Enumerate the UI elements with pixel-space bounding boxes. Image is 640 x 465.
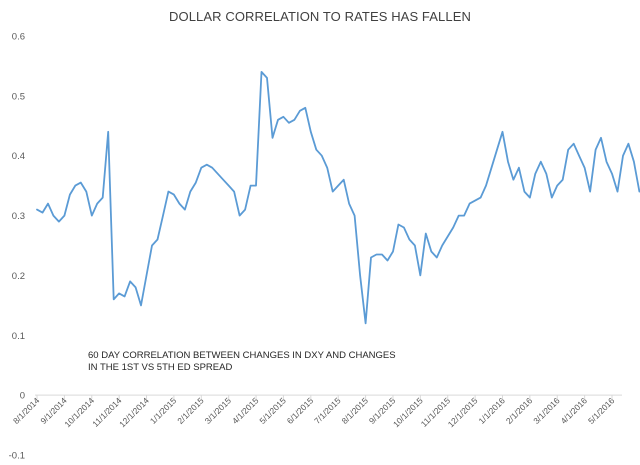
x-tick-label: 6/1/2015 [285, 395, 316, 426]
annotation-line-2: IN THE 1ST VS 5TH ED SPREAD [88, 362, 232, 373]
x-tick-label: 7/1/2015 [312, 395, 343, 426]
x-axis: 8/1/20149/1/201410/1/201411/1/201412/1/2… [11, 394, 622, 429]
chart-title: DOLLAR CORRELATION TO RATES HAS FALLEN [169, 9, 471, 24]
x-tick-label: 2/1/2016 [504, 395, 535, 426]
x-tick-label: 8/1/2015 [340, 395, 371, 426]
x-tick-label: 8/1/2014 [11, 395, 42, 426]
y-tick-label: 0.3 [12, 211, 25, 222]
x-tick-label: 12/1/2015 [446, 395, 480, 429]
x-tick-label: 4/1/2015 [230, 395, 261, 426]
y-axis: -0.1 0 0.1 0.2 0.3 0.4 0.5 0.6 [9, 32, 25, 462]
y-tick-label: 0.1 [12, 331, 25, 342]
x-tick-label: 1/1/2016 [476, 395, 507, 426]
x-tick-label: 3/1/2015 [203, 395, 234, 426]
x-tick-label: 5/1/2015 [257, 395, 288, 426]
x-tick-label: 5/1/2016 [586, 395, 617, 426]
x-tick-label: 1/1/2015 [148, 395, 179, 426]
y-tick-label: 0.4 [12, 151, 25, 162]
series-line-0 [36, 71, 640, 325]
x-tick-label: 3/1/2016 [531, 395, 562, 426]
x-tick-label: 2/1/2015 [175, 395, 206, 426]
y-tick-label: 0.5 [12, 91, 25, 102]
x-tick-label: 12/1/2014 [117, 395, 151, 429]
annotation-line-1: 60 DAY CORRELATION BETWEEN CHANGES IN DX… [88, 350, 396, 361]
y-tick-label: 0.6 [12, 32, 25, 43]
series-layer [36, 71, 640, 325]
y-tick-label: -0.1 [9, 451, 25, 462]
y-tick-label: 0.2 [12, 271, 25, 282]
y-tick-label: 0 [20, 391, 25, 402]
x-tick-label: 4/1/2016 [559, 395, 590, 426]
